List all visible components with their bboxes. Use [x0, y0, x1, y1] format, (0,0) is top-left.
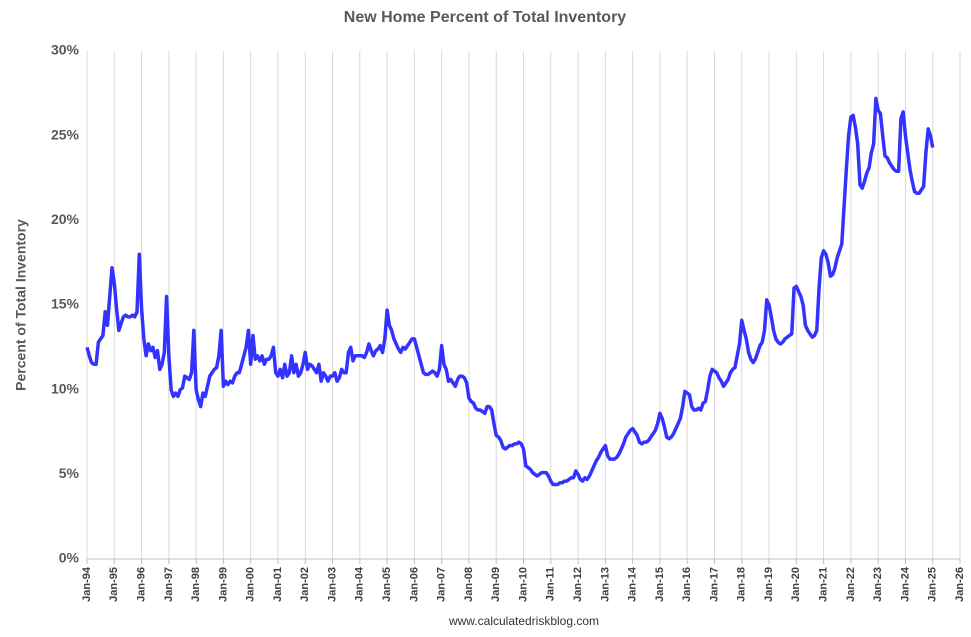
series-line	[85, 96, 935, 487]
x-tick-label: Jan-23	[872, 567, 884, 602]
y-tick-label: 15%	[51, 296, 80, 312]
x-tick-label: Jan-11	[545, 567, 557, 601]
x-tick-label: Jan-17	[708, 567, 720, 602]
x-tick-label: Jan-16	[681, 567, 693, 602]
y-axis-label: Percent of Total Inventory	[13, 219, 29, 391]
x-tick-label: Jan-01	[272, 567, 284, 602]
x-tick-label: Jan-03	[326, 567, 338, 602]
x-tick-label: Jan-22	[845, 567, 857, 602]
y-tick-label: 25%	[51, 126, 80, 142]
x-tick-label: Jan-15	[654, 567, 666, 602]
x-tick-label: Jan-14	[627, 566, 639, 602]
y-tick-label: 20%	[51, 211, 80, 227]
x-tick-label: Jan-99	[217, 567, 229, 602]
x-tick-label: Jan-95	[108, 567, 120, 602]
x-tick-label: Jan-02	[299, 567, 311, 602]
source: www.calculatedriskblog.com	[448, 614, 599, 628]
x-tick-label: Jan-04	[354, 566, 366, 602]
x-tick-label: Jan-05	[381, 567, 393, 602]
x-tick-label: Jan-00	[245, 567, 257, 602]
x-tick-label: Jan-12	[572, 567, 584, 602]
x-tick-label: Jan-98	[190, 567, 202, 602]
x-tick-label: Jan-24	[899, 566, 911, 602]
y-tick-label: 0%	[59, 550, 80, 566]
x-tick-label: Jan-13	[599, 567, 611, 602]
y-tick-label: 30%	[51, 42, 80, 58]
x-tick-label: Jan-25	[927, 567, 939, 602]
x-tick-label: Jan-96	[135, 567, 147, 602]
x-tick-label: Jan-97	[163, 567, 175, 602]
x-tick-label: Jan-94	[81, 566, 93, 602]
x-tick-label: Jan-10	[517, 567, 529, 602]
x-tick-label: Jan-06	[408, 567, 420, 602]
x-tick-label: Jan-20	[790, 567, 802, 602]
x-tick-label: Jan-19	[763, 567, 775, 602]
y-tick-label: 10%	[51, 380, 80, 396]
x-tick-label: Jan-08	[463, 567, 475, 602]
y-tick-label: 5%	[59, 465, 80, 481]
chart-title: New Home Percent of Total Inventory	[344, 9, 627, 26]
x-tick-label: Jan-18	[736, 567, 748, 602]
x-tick-label: Jan-07	[436, 567, 448, 602]
x-tick-label: Jan-21	[818, 567, 830, 602]
x-tick-label: Jan-09	[490, 567, 502, 602]
x-tick-label: Jan-26	[954, 567, 966, 602]
